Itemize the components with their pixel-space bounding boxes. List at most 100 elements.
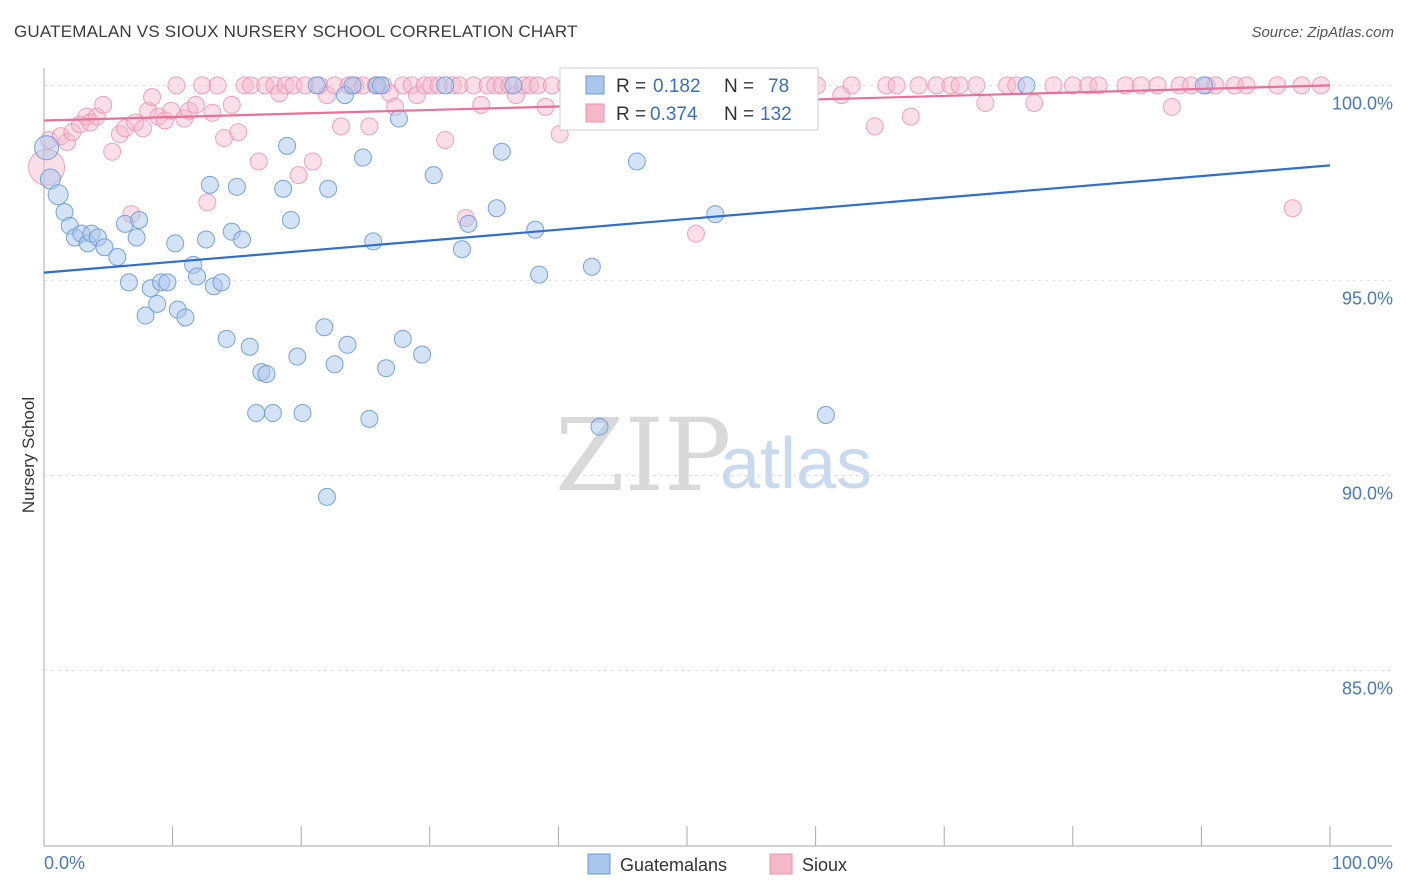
guatemalan-point (166, 234, 185, 253)
stats-n-label: N = (724, 104, 754, 125)
sioux-point (143, 88, 162, 107)
sioux-point (289, 166, 308, 185)
legend-swatch-sioux (769, 853, 793, 875)
sioux-point (402, 76, 421, 95)
sioux-point (1116, 76, 1135, 95)
sioux-point (139, 101, 158, 120)
source-credit: Source: ZipAtlas.com (1251, 24, 1394, 41)
sioux-point (249, 152, 268, 171)
bottom-legend: Guatemalans Sioux (587, 853, 847, 875)
sioux-point (58, 132, 77, 151)
guatemalan-point (317, 487, 336, 506)
guatemalan-point (459, 214, 478, 233)
guatemalan-point (274, 179, 293, 198)
guatemalan-point (200, 175, 219, 194)
sioux-point (407, 86, 426, 105)
gridlines (44, 84, 1392, 671)
stats-n-label: N = (724, 76, 754, 97)
sioux-point (1063, 76, 1082, 95)
sioux-point (110, 125, 129, 144)
guatemalan-point (188, 267, 207, 286)
legend-swatch-guatemalans (587, 853, 611, 875)
guatemalan-point (130, 210, 149, 229)
x-tick-label-min: 0.0% (44, 853, 85, 873)
y-tick-label: 95.0% (1342, 288, 1393, 308)
sioux-point (1089, 76, 1108, 95)
guatemalan-point (217, 329, 236, 348)
guatemalan-point (1194, 76, 1213, 95)
sioux-point (360, 117, 379, 136)
stats-r-value: 0.374 (650, 104, 698, 125)
sioux-point (116, 119, 135, 138)
guatemalan-point (492, 142, 511, 161)
y-tick-label: 90.0% (1342, 483, 1393, 503)
sioux-point (486, 76, 505, 95)
sioux-point (1162, 97, 1181, 116)
stats-r-value: 0.182 (653, 76, 701, 97)
guatemalan-point (360, 409, 379, 428)
sioux-point (887, 76, 906, 95)
guatemalan-point (278, 136, 297, 155)
guatemalan-point (307, 76, 326, 95)
guatemalan-point (343, 76, 362, 95)
guatemalan-point (158, 273, 177, 292)
guatemalan-point (371, 76, 390, 95)
guatemalan-point (257, 365, 276, 384)
sioux-point (1283, 199, 1302, 218)
y-tick-labels: 100.0% 95.0% 90.0% 85.0% (1332, 93, 1393, 698)
sioux-point (208, 76, 227, 95)
sioux-point (94, 95, 113, 114)
chart-title: GUATEMALAN VS SIOUX NURSERY SCHOOL CORRE… (14, 22, 578, 41)
stats-r-label: R = (616, 76, 646, 97)
watermark-atlas: atlas (720, 424, 872, 504)
guatemalan-point (127, 228, 146, 247)
sioux-point (967, 76, 986, 95)
guatemalan-point (590, 417, 609, 436)
sioux-point (87, 107, 106, 126)
sioux-point (941, 76, 960, 95)
y-tick-label: 85.0% (1342, 678, 1393, 698)
guatemalan-point (627, 152, 646, 171)
guatemalan-point (319, 179, 338, 198)
guatemalan-point (315, 318, 334, 337)
sioux-point (103, 142, 122, 161)
sioux-point (276, 76, 295, 95)
guatemalan-point (377, 359, 396, 378)
sioux-point (63, 123, 82, 142)
sioux-point (393, 76, 412, 95)
sioux-point (235, 76, 254, 95)
guatemalan-point (582, 257, 601, 276)
guatemalan-points (34, 76, 1213, 506)
y-tick-label: 100.0% (1332, 93, 1393, 113)
sioux-point (1044, 76, 1063, 95)
sioux-point (198, 193, 217, 212)
sioux-point (472, 95, 491, 114)
sioux-point (909, 76, 928, 95)
guatemalan-point (706, 205, 725, 224)
sioux-point (229, 123, 248, 142)
guatemalan-point (413, 345, 432, 364)
y-axis-title: Nursery School (19, 397, 38, 513)
guatemalan-point (263, 404, 282, 423)
stats-r-label: R = (616, 104, 646, 125)
guatemalan-point (148, 294, 167, 313)
sioux-point (976, 93, 995, 112)
x-tick-label-max: 100.0% (1332, 853, 1393, 873)
guatemalan-point (47, 184, 69, 206)
guatemalan-point (424, 166, 443, 185)
sioux-point (1237, 76, 1256, 95)
sioux-point (901, 107, 920, 126)
guatemalan-point (452, 240, 471, 259)
sioux-point (950, 76, 969, 95)
guatemalan-point (816, 405, 835, 424)
sioux-point (927, 76, 946, 95)
legend-label-sioux: Sioux (802, 855, 847, 875)
guatemalan-point (293, 404, 312, 423)
sioux-point (436, 131, 455, 150)
guatemalan-point (353, 148, 372, 167)
guatemalan-point (136, 306, 155, 325)
sioux-point (1025, 93, 1044, 112)
sioux-point (134, 119, 153, 138)
guatemalan-point (526, 220, 545, 239)
